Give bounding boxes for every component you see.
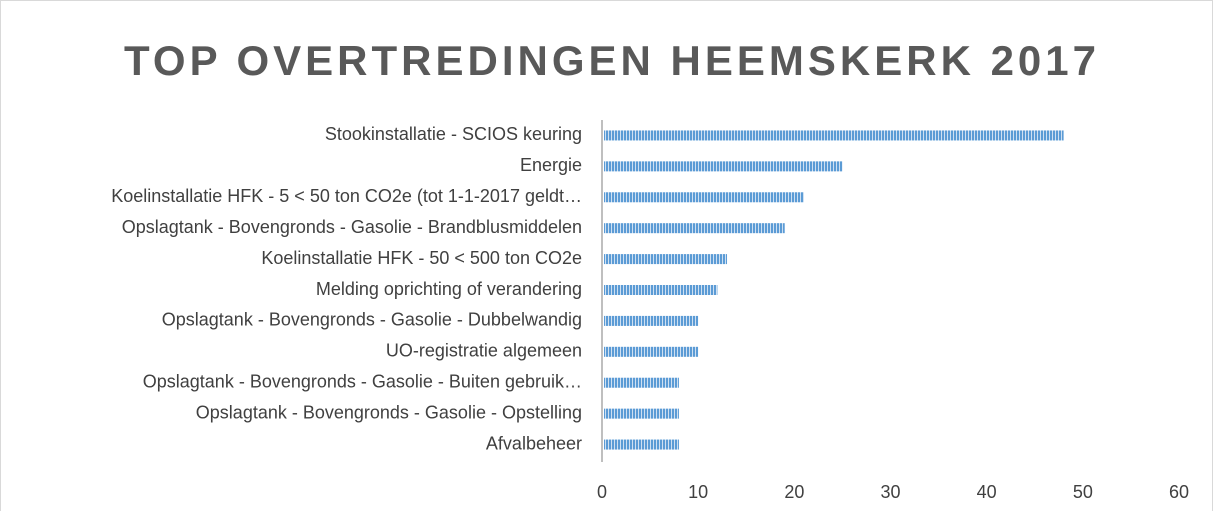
- x-tick-label: 30: [880, 482, 900, 502]
- y-tick-label: Stookinstallatie - SCIOS keuring: [325, 124, 582, 144]
- bar: [604, 408, 679, 419]
- bar: [604, 161, 843, 172]
- x-tick-label: 40: [977, 482, 997, 502]
- x-tick-label: 20: [784, 482, 804, 502]
- bar: [604, 130, 1064, 141]
- bar: [604, 439, 679, 450]
- y-tick-label: Koelinstallatie HFK - 50 < 500 ton CO2e: [261, 248, 582, 268]
- x-tick-label: 0: [597, 482, 607, 502]
- y-tick-label: Opslagtank - Bovengronds - Gasolie - Bui…: [143, 371, 582, 391]
- bar: [604, 346, 699, 357]
- y-tick-label: UO-registratie algemeen: [386, 341, 582, 361]
- bar: [604, 254, 728, 265]
- y-tick-label: Koelinstallatie HFK - 5 < 50 ton CO2e (t…: [111, 186, 582, 206]
- y-tick-label: Opslagtank - Bovengronds - Gasolie - Dub…: [162, 310, 582, 330]
- y-tick-label: Opslagtank - Bovengronds - Gasolie - Bra…: [122, 217, 582, 237]
- y-tick-label: Opslagtank - Bovengronds - Gasolie - Ops…: [196, 402, 582, 422]
- x-tick-label: 60: [1169, 482, 1189, 502]
- x-tick-label: 50: [1073, 482, 1093, 502]
- y-tick-label: Energie: [520, 155, 582, 175]
- bar: [604, 377, 679, 388]
- bar: [604, 192, 804, 203]
- chart-title: TOP OVERTREDINGEN HEEMSKERK 2017: [124, 37, 1100, 84]
- x-tick-label: 10: [688, 482, 708, 502]
- bar: [604, 315, 699, 326]
- y-tick-label: Afvalbeheer: [486, 433, 582, 453]
- y-tick-label: Melding oprichting of verandering: [316, 279, 582, 299]
- bar: [604, 285, 718, 295]
- bar: [604, 223, 785, 234]
